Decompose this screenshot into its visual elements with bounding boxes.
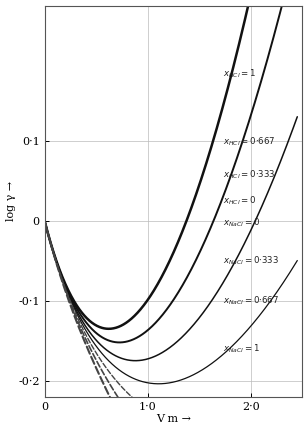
Text: $\mathit{x}_{NaCl}=1$: $\mathit{x}_{NaCl}=1$	[223, 343, 260, 355]
Text: $\mathit{x}_{NaCl}=0{\cdot}333$: $\mathit{x}_{NaCl}=0{\cdot}333$	[223, 255, 279, 267]
Text: $\mathit{x}_{NaCl}=0$: $\mathit{x}_{NaCl}=0$	[223, 216, 260, 229]
X-axis label: V m →: V m →	[156, 415, 191, 424]
Text: $\mathit{x}_{HCl}=0$: $\mathit{x}_{HCl}=0$	[223, 195, 257, 207]
Text: $\mathit{x}_{HCl}=0{\cdot}333$: $\mathit{x}_{HCl}=0{\cdot}333$	[223, 169, 276, 181]
Text: $\mathit{x}_{HCl}=1$: $\mathit{x}_{HCl}=1$	[223, 67, 256, 80]
Text: $\mathit{x}_{NaCl}=0{\cdot}667$: $\mathit{x}_{NaCl}=0{\cdot}667$	[223, 295, 279, 307]
Y-axis label: log γ →: log γ →	[6, 181, 16, 221]
Text: $\mathit{x}_{HCl}=0{\cdot}667$: $\mathit{x}_{HCl}=0{\cdot}667$	[223, 135, 276, 147]
